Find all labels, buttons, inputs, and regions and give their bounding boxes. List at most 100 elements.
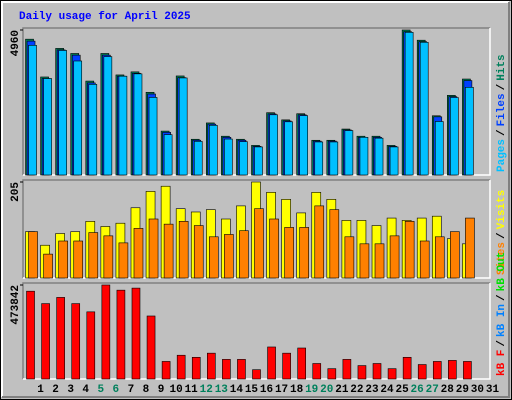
- legend: Sites / Visits: [496, 190, 508, 275]
- plot-border-shadow: [22, 179, 490, 278]
- bar: [28, 45, 37, 176]
- bar: [329, 141, 339, 176]
- bar: [28, 231, 38, 279]
- x-tick-label: 12: [200, 384, 213, 396]
- bar: [43, 253, 53, 279]
- legend: kB F / kB In / kB Out: [496, 252, 508, 376]
- bar: [387, 368, 397, 380]
- x-tick-label: 16: [260, 384, 273, 396]
- chart-title: Daily usage for April 2025: [19, 11, 191, 23]
- y-tick-label: 4960: [10, 30, 22, 56]
- bar: [402, 356, 412, 380]
- legend-separator: /: [496, 294, 508, 301]
- bar: [88, 84, 98, 176]
- bar: [312, 363, 322, 380]
- bar: [131, 287, 141, 380]
- x-tick-label: 23: [365, 384, 379, 396]
- bar: [282, 352, 291, 380]
- bar: [163, 223, 174, 279]
- bar: [43, 78, 52, 176]
- x-tick-label: 15: [245, 384, 259, 396]
- bar: [148, 97, 158, 176]
- bar: [191, 356, 201, 380]
- bar: [434, 236, 445, 279]
- x-tick-label: 28: [441, 384, 455, 396]
- bar: [178, 77, 188, 176]
- bar: [116, 289, 126, 380]
- bar: [448, 360, 457, 380]
- x-tick-label: 17: [275, 384, 288, 396]
- bar: [344, 236, 355, 279]
- x-tick-label: 24: [380, 384, 394, 396]
- bar: [284, 227, 294, 279]
- bar: [389, 235, 400, 279]
- bar: [269, 114, 278, 176]
- bar: [103, 56, 113, 176]
- bar: [465, 217, 475, 279]
- x-tick-label: 30: [471, 384, 484, 396]
- bar: [209, 236, 219, 279]
- bar: [176, 354, 186, 380]
- bar: [178, 221, 189, 279]
- bar: [284, 121, 293, 176]
- bar: [41, 303, 50, 380]
- bar: [450, 97, 459, 176]
- x-tick-label: 29: [456, 384, 469, 396]
- bar: [58, 240, 68, 279]
- bar: [404, 221, 415, 279]
- x-tick-label: 8: [143, 384, 150, 396]
- bar: [118, 242, 129, 279]
- bar: [26, 290, 35, 380]
- bar: [314, 141, 324, 176]
- x-tick-label: 3: [67, 384, 74, 396]
- x-tick-label: 5: [97, 384, 104, 396]
- x-tick-label: 4: [82, 384, 89, 396]
- bar: [342, 359, 352, 380]
- legend-entry: Sites: [496, 242, 508, 275]
- plot-border-shadow: [22, 27, 490, 175]
- bar: [359, 136, 369, 176]
- x-tick-label: 20: [320, 384, 333, 396]
- legend-entry: Pages: [496, 139, 508, 172]
- y-tick-label: 473842: [10, 285, 22, 325]
- bar: [224, 234, 234, 279]
- bar: [222, 359, 231, 380]
- bar: [239, 230, 249, 279]
- x-tick-label: 2: [52, 384, 59, 396]
- bar: [239, 141, 248, 176]
- bar: [254, 146, 263, 176]
- bar: [329, 209, 340, 279]
- bar: [252, 369, 261, 380]
- legend-entry: kB In: [496, 304, 508, 337]
- legend-separator: /: [496, 232, 508, 239]
- x-tick-label: 25: [395, 384, 409, 396]
- bar: [73, 240, 84, 279]
- bar: [299, 115, 308, 176]
- x-tick-label: 13: [215, 384, 229, 396]
- bar: [133, 73, 143, 176]
- bar: [344, 130, 354, 176]
- x-tick-label: 7: [128, 384, 135, 396]
- bar: [163, 134, 173, 176]
- bar: [404, 32, 414, 176]
- x-tick-label: 1: [37, 384, 44, 396]
- bar: [434, 121, 444, 176]
- bar: [209, 125, 218, 176]
- x-tick-label: 19: [305, 384, 318, 396]
- bar: [193, 225, 204, 279]
- x-tick-label: 27: [426, 384, 439, 396]
- legend-separator: /: [496, 129, 508, 136]
- plot-border-shadow: [22, 282, 490, 379]
- bar: [133, 228, 144, 279]
- bar: [297, 347, 306, 380]
- plot-area: [23, 283, 490, 379]
- bar: [193, 141, 203, 176]
- bar: [71, 303, 81, 380]
- bar: [419, 41, 429, 176]
- bar: [58, 50, 67, 176]
- bar: [146, 315, 156, 380]
- bar: [432, 361, 442, 380]
- y-tick-label: 205: [10, 182, 22, 202]
- bar: [237, 359, 246, 380]
